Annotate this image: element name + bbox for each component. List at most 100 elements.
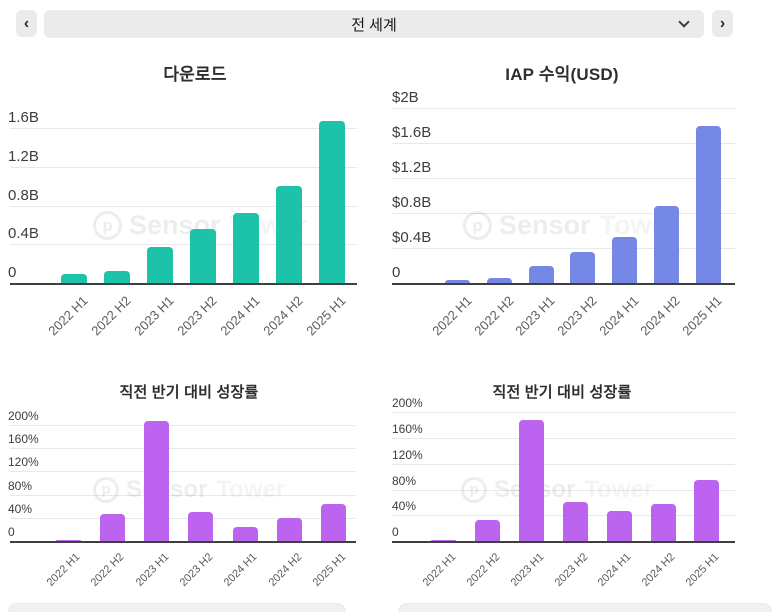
chart-title: IAP 수익(USD) xyxy=(505,65,619,84)
bar-2023-H1[interactable] xyxy=(528,265,554,283)
x-axis-tick-label: 2022 H1 xyxy=(44,551,83,589)
gridline xyxy=(392,248,735,249)
x-axis-tick-label: 2024 H2 xyxy=(260,293,306,339)
chart-title: 다운로드 xyxy=(163,65,227,84)
y-axis-tick-label: 0 xyxy=(8,525,15,539)
x-axis-tick-label: 2022 H1 xyxy=(429,293,475,339)
x-axis-tick-label: 2022 H1 xyxy=(420,551,459,589)
chevron-left-icon: ‹ xyxy=(23,14,30,32)
gridline xyxy=(392,108,735,109)
x-axis-tick-label: 2025 H1 xyxy=(679,293,725,339)
x-axis-tick-label: 2025 H1 xyxy=(310,551,349,589)
gridline xyxy=(392,143,735,144)
bar-2022-H1[interactable] xyxy=(445,279,471,283)
bar-2022-H1[interactable] xyxy=(60,274,87,283)
y-axis-tick-label: 40% xyxy=(392,499,417,514)
bar-2023-H2[interactable] xyxy=(570,251,596,283)
x-axis-tick-label: 2024 H1 xyxy=(217,293,263,339)
x-axis-tick-label: 2022 H2 xyxy=(87,293,134,339)
bottom-card-left-edge xyxy=(8,603,346,612)
gridline xyxy=(10,424,356,426)
gridline xyxy=(392,213,735,214)
bar-2025-H1[interactable] xyxy=(319,120,346,283)
region-selector[interactable]: 전 세계 xyxy=(44,10,704,38)
sensor-tower-logo-icon: p xyxy=(93,211,122,240)
iap-growth-chart: 직전 반기 대비 성장률pSensorTower040%80%120%160%2… xyxy=(390,350,780,605)
x-axis-tick-label: 2025 H1 xyxy=(683,551,722,589)
bar-2024-H1[interactable] xyxy=(612,236,638,283)
sensor-tower-logo-icon: p xyxy=(461,477,487,503)
gridline xyxy=(392,178,735,179)
bar-2024-H2[interactable] xyxy=(277,518,303,541)
y-axis-tick-label: 40% xyxy=(8,501,33,516)
bar-2022-H2[interactable] xyxy=(103,271,130,283)
x-axis-tick-label: 2022 H1 xyxy=(44,293,91,339)
y-axis-tick-label: 80% xyxy=(392,473,417,488)
y-axis-tick-label: 200% xyxy=(8,408,39,423)
bars-container xyxy=(437,108,729,283)
bar-2022-H2[interactable] xyxy=(475,519,501,541)
gridline xyxy=(10,128,357,130)
bar-2022-H1[interactable] xyxy=(431,539,457,541)
x-axis-tick-label: 2024 H1 xyxy=(221,551,260,589)
y-axis-tick-label: $0.4B xyxy=(392,229,432,246)
y-axis-tick-label: 1.6B xyxy=(8,109,39,127)
y-axis-tick-label: 160% xyxy=(8,432,39,447)
y-axis-tick-label: 0 xyxy=(392,525,399,539)
gridline xyxy=(10,167,357,168)
x-axis-line xyxy=(392,541,735,543)
bar-2023-H1[interactable] xyxy=(146,247,173,283)
bar-2025-H1[interactable] xyxy=(695,125,721,283)
bar-2024-H2[interactable] xyxy=(653,206,679,283)
prev-button[interactable]: ‹ xyxy=(16,10,37,37)
y-axis-tick-label: 0.4B xyxy=(8,225,39,243)
x-axis-tick-label: 2022 H2 xyxy=(470,293,517,339)
sensor-tower-logo-icon: p xyxy=(93,477,119,503)
x-axis-tick-label: 2022 H2 xyxy=(88,551,127,589)
y-axis-tick-label: $2B xyxy=(392,89,419,106)
x-axis-tick-label: 2023 H2 xyxy=(554,293,600,339)
bar-2024-H1[interactable] xyxy=(233,213,260,283)
chevron-right-icon: › xyxy=(719,14,726,32)
x-axis-line xyxy=(10,283,357,285)
y-axis-tick-label: $1.6B xyxy=(392,124,432,141)
bar-2025-H1[interactable] xyxy=(321,503,347,541)
x-axis-tick-label: 2024 H1 xyxy=(595,551,634,589)
bar-2023-H2[interactable] xyxy=(562,501,588,541)
bars-container xyxy=(52,109,354,283)
bar-2022-H2[interactable] xyxy=(99,513,125,541)
iap-revenue-chart: IAP 수익(USD) p Sensor Tower 0 $0.4B $0.8B $1.2B $… xyxy=(390,45,780,345)
bars-container xyxy=(422,409,729,541)
y-axis-tick-label: 200% xyxy=(392,396,423,411)
bar-2022-H1[interactable] xyxy=(55,539,81,541)
gridline xyxy=(392,438,735,439)
bar-2023-H2[interactable] xyxy=(188,512,214,541)
y-axis-tick-label: 120% xyxy=(8,455,39,470)
x-axis-line xyxy=(10,541,356,543)
bar-2024-H2[interactable] xyxy=(276,186,303,283)
bar-2023-H1[interactable] xyxy=(144,420,170,541)
next-button[interactable]: › xyxy=(712,10,733,37)
y-axis-tick-label: 160% xyxy=(392,422,423,436)
bottom-card-right-edge xyxy=(398,603,772,612)
x-axis-tick-label: 2023 H2 xyxy=(177,551,216,589)
gridline xyxy=(10,244,357,246)
bar-2025-H1[interactable] xyxy=(694,479,720,541)
bar-2023-H2[interactable] xyxy=(189,228,216,283)
chart-title: 직전 반기 대비 성장률 xyxy=(492,384,632,401)
bar-2024-H1[interactable] xyxy=(606,510,632,541)
chevron-down-icon xyxy=(678,16,690,28)
watermark-text-secondary: Tower xyxy=(584,476,654,503)
y-axis-tick-label: 0 xyxy=(392,264,401,281)
y-axis-tick-label: $0.8B xyxy=(392,194,432,211)
gridline xyxy=(10,517,356,519)
watermark-text-secondary: Tower xyxy=(216,476,286,503)
bar-2022-H2[interactable] xyxy=(487,278,513,283)
bar-2023-H1[interactable] xyxy=(519,419,545,541)
x-axis-tick-label: 2023 H1 xyxy=(131,293,177,339)
y-axis-tick-label: 0 xyxy=(8,264,17,281)
bar-2024-H2[interactable] xyxy=(650,503,676,541)
x-axis-tick-label: 2023 H1 xyxy=(508,551,547,589)
bar-2024-H1[interactable] xyxy=(232,527,258,541)
x-axis-tick-label: 2023 H2 xyxy=(174,293,220,339)
